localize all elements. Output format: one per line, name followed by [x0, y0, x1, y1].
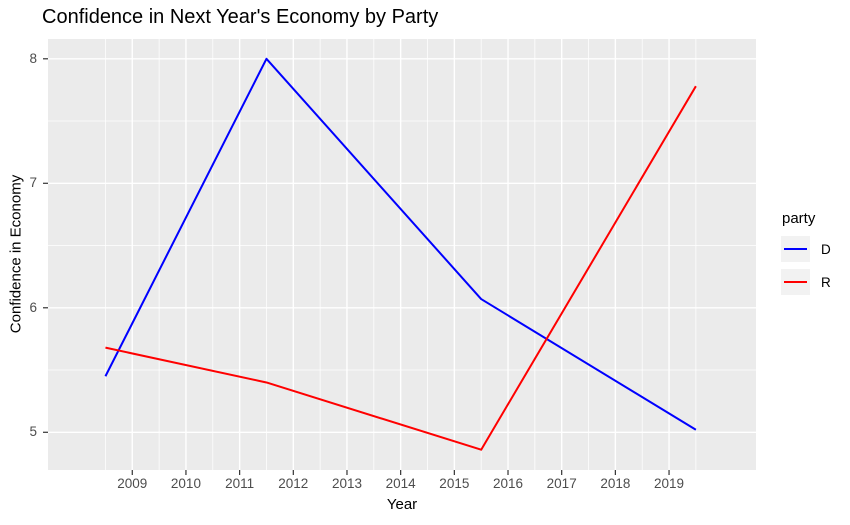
- legend: party D R: [781, 210, 831, 302]
- x-tick-label: 2011: [225, 476, 255, 491]
- legend-line-swatch-r-icon: [784, 281, 807, 283]
- y-tick-label: 7: [29, 175, 37, 191]
- x-tick-label: 2012: [278, 476, 309, 491]
- chart-title: Confidence in Next Year's Economy by Par…: [42, 6, 439, 28]
- x-tick-label: 2010: [170, 476, 201, 491]
- legend-key-d: [781, 236, 810, 262]
- x-tick-label: 2013: [331, 476, 362, 491]
- y-axis-title: Confidence in Economy: [7, 174, 25, 334]
- x-tick-label: 2009: [117, 476, 148, 491]
- legend-entry-label: D: [821, 241, 831, 257]
- y-tick-label: 8: [29, 50, 37, 66]
- legend-entry-label: R: [821, 274, 831, 290]
- series-line-r: [105, 85, 697, 451]
- x-tick-label: 2016: [492, 476, 524, 491]
- y-tick-label: 6: [29, 299, 37, 315]
- legend-entry-d: D: [781, 236, 831, 262]
- x-tick-label: 2019: [654, 476, 685, 491]
- series-line-d: [104, 57, 697, 431]
- y-tick-label: 5: [29, 424, 37, 440]
- x-axis-title: Year: [386, 496, 418, 513]
- x-tick-label: 2018: [600, 476, 631, 491]
- panel-background: [48, 39, 756, 470]
- legend-line-swatch-d-icon: [784, 248, 807, 250]
- legend-entry-r: R: [781, 269, 831, 295]
- x-tick-label: 2014: [385, 476, 416, 491]
- x-tick-label: 2015: [439, 476, 470, 491]
- legend-key-r: [781, 269, 810, 295]
- x-tick-label: 2017: [546, 476, 577, 491]
- legend-title: party: [782, 210, 816, 227]
